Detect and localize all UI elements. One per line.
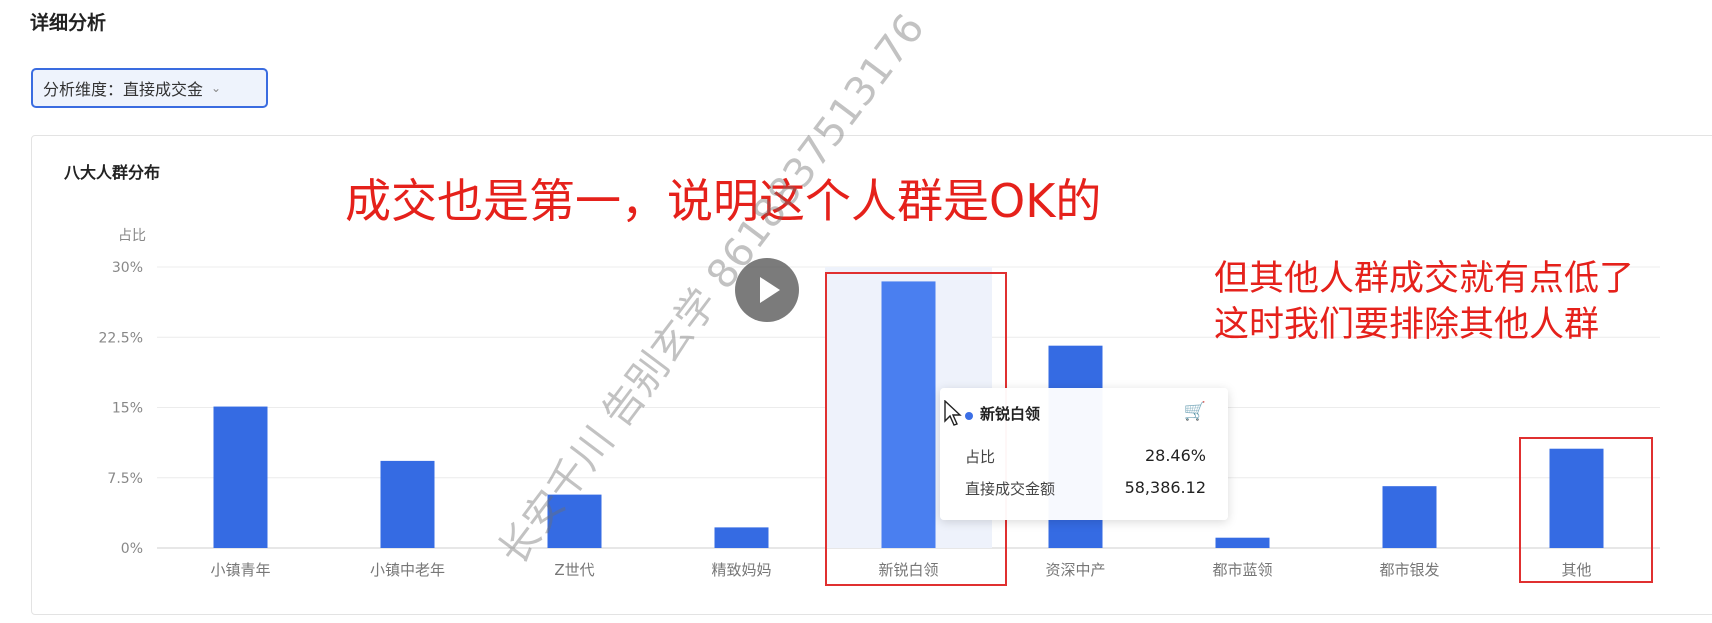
x-tick-label: 新锐白领	[878, 561, 938, 579]
annotation-side: 但其他人群成交就有点低了 这时我们要排除其他人群	[1214, 256, 1634, 348]
cart-icon[interactable]: 🛒	[1183, 401, 1206, 422]
annotation-side-line2: 这时我们要排除其他人群	[1214, 305, 1600, 345]
analysis-dimension-select[interactable]: 分析维度： 直接成交金 ⌄	[31, 68, 268, 108]
tooltip-key-share: 占比	[965, 448, 996, 466]
bar	[714, 527, 769, 548]
annotation-side-line1: 但其他人群成交就有点低了	[1214, 259, 1635, 299]
x-tick-label: 都市蓝领	[1212, 561, 1272, 579]
bar	[547, 494, 602, 548]
section-title: 详细分析	[30, 12, 107, 34]
tooltip-title: 新锐白领	[980, 405, 1041, 423]
x-tick-label: 精致妈妈	[711, 561, 771, 579]
x-tick-label: 小镇青年	[210, 561, 270, 579]
x-tick-label: 资深中产	[1045, 561, 1105, 579]
bar	[213, 406, 268, 548]
y-tick-label: 0%	[121, 541, 143, 557]
x-tick-label: 其他	[1561, 561, 1591, 579]
chart-title: 八大人群分布	[64, 163, 161, 182]
tooltip-value-amount: 58,386.12	[1124, 478, 1206, 497]
y-tick-label: 30%	[112, 260, 143, 276]
dimension-value: 直接成交金	[123, 80, 204, 99]
play-button[interactable]	[735, 258, 799, 322]
series-dot	[965, 412, 973, 420]
bar	[1549, 448, 1604, 548]
mouse-cursor-icon	[944, 400, 962, 426]
y-tick-label: 7.5%	[107, 471, 143, 487]
tooltip-key-amount: 直接成交金额	[965, 480, 1056, 498]
bar	[881, 281, 936, 548]
y-tick-label: 22.5%	[99, 330, 143, 346]
x-tick-label: Z世代	[554, 561, 594, 579]
chart-tooltip: 新锐白领 🛒 占比 28.46% 直接成交金额 58,386.12	[940, 388, 1228, 520]
dimension-label: 分析维度：	[43, 80, 124, 99]
highlight-box-other	[1519, 437, 1653, 583]
bar	[1215, 537, 1270, 548]
y-tick-label: 15%	[112, 401, 143, 417]
bar	[1382, 486, 1437, 548]
chevron-down-icon: ⌄	[211, 81, 222, 95]
x-tick-label: 小镇中老年	[370, 561, 445, 579]
y-axis-label: 占比	[118, 228, 146, 244]
bar	[380, 460, 435, 548]
tooltip-value-share: 28.46%	[1144, 446, 1206, 465]
annotation-main: 成交也是第一，说明这个人群是OK的	[345, 174, 1102, 228]
x-tick-label: 都市银发	[1379, 561, 1439, 579]
